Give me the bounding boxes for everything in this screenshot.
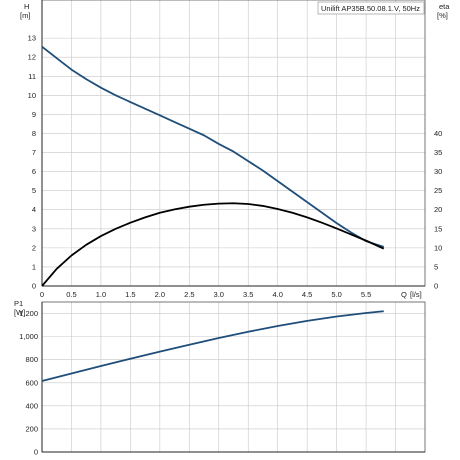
- top-y-tick-label: 8: [32, 129, 36, 138]
- head-curve-line: [41, 45, 385, 248]
- efficiency-curve-line: [41, 202, 385, 287]
- top-y-tick-label: 1: [32, 262, 36, 271]
- top-y2-tick-label: 0: [434, 282, 438, 291]
- top-y2-tick-label: 10: [434, 243, 442, 252]
- top-y2-tick-labels: 0 5 10 15 20 25 30 35 40: [434, 129, 442, 291]
- top-y2-tick-label: 15: [434, 224, 442, 233]
- top-y2-axis-label: eta: [439, 2, 450, 11]
- bottom-y-axis-unit: [W]: [14, 308, 25, 317]
- top-x-tick-label: 3.0: [214, 290, 224, 299]
- top-y2-tick-label: 25: [434, 186, 442, 195]
- top-y2-tick-label: 40: [434, 129, 442, 138]
- top-y-tick-label: 3: [32, 224, 36, 233]
- top-x-tick-label: 1.0: [96, 290, 106, 299]
- top-y-tick-label: 7: [32, 148, 36, 157]
- top-x-tick-label: 4.5: [302, 290, 312, 299]
- top-y-tick-label: 0: [32, 282, 36, 291]
- top-y-tick-label: 13: [28, 34, 36, 43]
- top-x-tick-label: 1.5: [125, 290, 135, 299]
- top-y-tick-label: 10: [28, 91, 36, 100]
- series-lines: [41, 45, 385, 382]
- top-y-tick-label: 5: [32, 186, 36, 195]
- bottom-y-axis-label: P1: [14, 299, 23, 308]
- chart-title: Unilift AP35B.50.08.1.V, 50Hz: [321, 4, 420, 13]
- x-axis-label: Q: [401, 290, 407, 299]
- top-y-tick-label: 9: [32, 110, 36, 119]
- top-x-tick-label: 0: [40, 290, 44, 299]
- top-x-tick-label: 5.5: [361, 290, 371, 299]
- top-x-tick-label: 4.0: [272, 290, 282, 299]
- top-y2-tick-label: 30: [434, 167, 442, 176]
- power-curve-line: [41, 310, 384, 382]
- top-y-axis-unit: [m]: [20, 11, 30, 20]
- top-y2-tick-label: 5: [434, 262, 438, 271]
- bottom-y-tick-label: 1,200: [19, 309, 38, 318]
- top-x-tick-labels: 0 0.5 1.0 1.5 2.0 2.5 3.0 3.5 4.0 4.5 5.0 5.5: [40, 290, 371, 299]
- top-y-tick-label: 4: [32, 205, 36, 214]
- top-plot-frame: [41, 0, 426, 287]
- bottom-y-tick-label: 1,000: [19, 332, 38, 341]
- top-x-tick-label: 2.0: [155, 290, 165, 299]
- top-x-tick-label: 3.5: [243, 290, 253, 299]
- bottom-plot-frame: [41, 301, 426, 453]
- chart-title-box: [317, 1, 425, 15]
- top-y-tick-label: 6: [32, 167, 36, 176]
- top-y2-tick-label: 35: [434, 148, 442, 157]
- bottom-y-tick-labels: 0 200 400 600 800 1,000 1,200: [19, 309, 38, 456]
- top-y-axis-label: H: [24, 2, 29, 11]
- top-x-tick-label: 5.0: [331, 290, 341, 299]
- bottom-y-tick-label: 800: [25, 355, 38, 364]
- top-y-tick-label: 2: [32, 243, 36, 252]
- top-y-tick-label: 11: [28, 72, 36, 81]
- bottom-y-tick-label: 200: [25, 424, 38, 433]
- top-y2-axis-unit: [%]: [437, 11, 448, 20]
- bottom-grid: [42, 302, 425, 452]
- top-x-tick-label: 2.5: [184, 290, 194, 299]
- bottom-y-tick-label: 600: [25, 378, 38, 387]
- x-axis-unit: [l/s]: [410, 290, 422, 299]
- bottom-y-tick-label: 0: [34, 448, 38, 457]
- top-x-tick-label: 0.5: [66, 290, 76, 299]
- top-y-tick-label: 12: [28, 53, 36, 62]
- top-grid: [42, 0, 425, 286]
- bottom-y-tick-label: 400: [25, 401, 38, 410]
- top-y2-tick-label: 20: [434, 205, 442, 214]
